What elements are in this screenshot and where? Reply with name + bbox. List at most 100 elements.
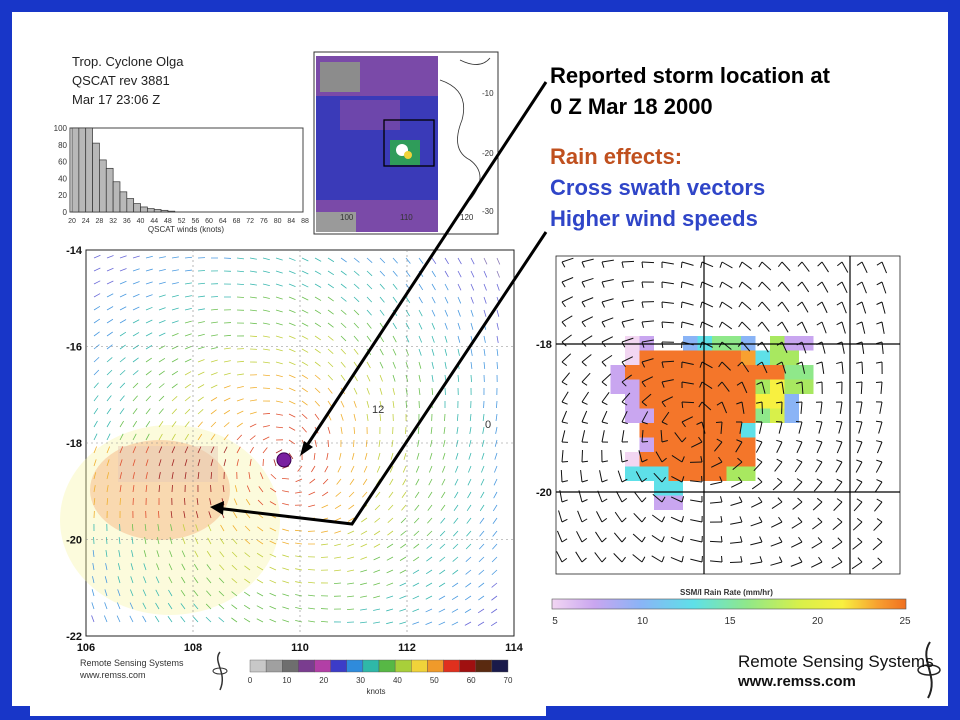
- rain-wind-barb: [879, 401, 883, 414]
- rain-wind-barb-flag: [641, 401, 647, 407]
- wind-vector: [412, 556, 420, 562]
- rain-cell: [726, 365, 741, 380]
- rain-wind-barb-flag: [836, 321, 843, 326]
- wind-vector: [327, 296, 334, 302]
- wind-vector: [441, 478, 446, 486]
- wind-vector: [313, 452, 316, 460]
- wind-vector: [327, 348, 334, 354]
- wind-vector: [210, 397, 218, 402]
- wind-vector: [390, 452, 394, 460]
- wind-vector: [360, 556, 368, 560]
- rain-wind-barb: [835, 461, 843, 473]
- wind-vector: [132, 408, 138, 415]
- wind-vector: [236, 283, 245, 286]
- rain-effects-title: Rain effects:: [550, 144, 683, 169]
- wind-vector: [169, 537, 173, 545]
- wind-speed-region: [60, 425, 280, 615]
- wind-vector: [93, 498, 96, 506]
- rain-wind-barb: [561, 410, 568, 423]
- rain-wind-barb-flag: [681, 421, 686, 428]
- rain-wind-barb: [690, 538, 703, 543]
- storm-location-marker: [276, 452, 292, 468]
- wind-vector: [106, 420, 111, 428]
- wind-vector: [452, 543, 459, 550]
- wind-vector: [119, 268, 127, 272]
- rain-cell: [668, 394, 683, 409]
- wind-vector: [171, 459, 175, 467]
- rain-cell: [770, 350, 785, 365]
- wind-vector: [145, 485, 148, 493]
- rain-wind-barb: [854, 481, 863, 493]
- rain-wind-barb-flag: [641, 261, 644, 269]
- rain-wind-barb-flag: [796, 459, 803, 463]
- wind-vector: [132, 268, 140, 272]
- wind-vector: [269, 487, 277, 493]
- wind-vector: [182, 524, 186, 532]
- rain-cell: [639, 336, 654, 351]
- wind-vector: [144, 537, 147, 545]
- wind-vector: [400, 543, 407, 549]
- wind-vector: [405, 335, 410, 343]
- rain-wind-barb: [601, 410, 608, 423]
- wind-vector: [418, 348, 422, 356]
- wind-vector: [93, 395, 99, 402]
- wind-vector: [197, 433, 203, 441]
- wind-vector: [301, 296, 309, 301]
- rain-wind-barb-flag: [856, 361, 863, 364]
- wind-vector: [106, 382, 112, 389]
- wind-vector: [275, 296, 283, 300]
- wind-vector: [334, 543, 342, 547]
- wind-vector: [451, 621, 459, 626]
- wind-vector: [478, 556, 485, 563]
- rain-cell: [668, 408, 683, 423]
- wind-vector: [314, 309, 322, 315]
- rain-wind-barb-flag: [797, 497, 803, 503]
- wind-vector: [405, 400, 408, 409]
- rain-wind-barb: [681, 261, 694, 266]
- wind-vector: [132, 485, 135, 493]
- wind-vector: [412, 582, 420, 587]
- rain-wind-barb: [601, 336, 613, 343]
- rain-wind-barb: [811, 541, 823, 549]
- rain-cell: [625, 408, 640, 423]
- wind-vector: [210, 347, 218, 350]
- wind-vector: [142, 615, 147, 623]
- rain-wind-barb-flag: [776, 361, 783, 366]
- wind-vector: [465, 556, 472, 563]
- wind-vector: [282, 567, 290, 571]
- wind-vector: [184, 396, 191, 402]
- wind-vector: [210, 459, 214, 467]
- wind-vector: [373, 582, 381, 586]
- wind-vector: [275, 348, 283, 352]
- wind-vector: [288, 309, 296, 313]
- wind-vector: [132, 382, 139, 389]
- histogram-xlabel: QSCAT winds (knots): [148, 225, 225, 234]
- rain-wind-barb-flag: [698, 401, 703, 408]
- histogram-bar: [92, 142, 100, 213]
- rain-wind-barb: [881, 301, 886, 314]
- rain-wind-barb: [753, 461, 763, 472]
- rain-cell: [712, 336, 727, 351]
- rain-wind-barb-flag: [738, 301, 743, 308]
- rain-wind-barb: [796, 441, 803, 454]
- rain-wind-barb-flag: [816, 497, 823, 503]
- wind-vector: [470, 374, 472, 383]
- rain-wind-barb: [721, 361, 731, 371]
- rain-wind-barb: [681, 361, 694, 366]
- rain-wind-barb: [621, 260, 635, 263]
- rain-wind-barb: [558, 510, 563, 523]
- wind-colorbar-tick: 10: [282, 676, 291, 685]
- rain-wind-barb-flag: [796, 361, 803, 365]
- rain-cell: [712, 423, 727, 438]
- histogram-x-tick: 84: [287, 218, 295, 225]
- rain-effects-annotation: Rain effects: Cross swath vectors Higher…: [550, 141, 765, 234]
- rain-cell: [668, 481, 683, 496]
- wind-vector: [145, 472, 148, 480]
- wind-vector: [236, 459, 239, 467]
- wind-vector: [429, 452, 433, 460]
- wind-vector: [184, 446, 189, 454]
- wind-vector: [379, 270, 386, 277]
- wind-vector: [262, 322, 270, 325]
- rain-wind-barb: [741, 301, 752, 311]
